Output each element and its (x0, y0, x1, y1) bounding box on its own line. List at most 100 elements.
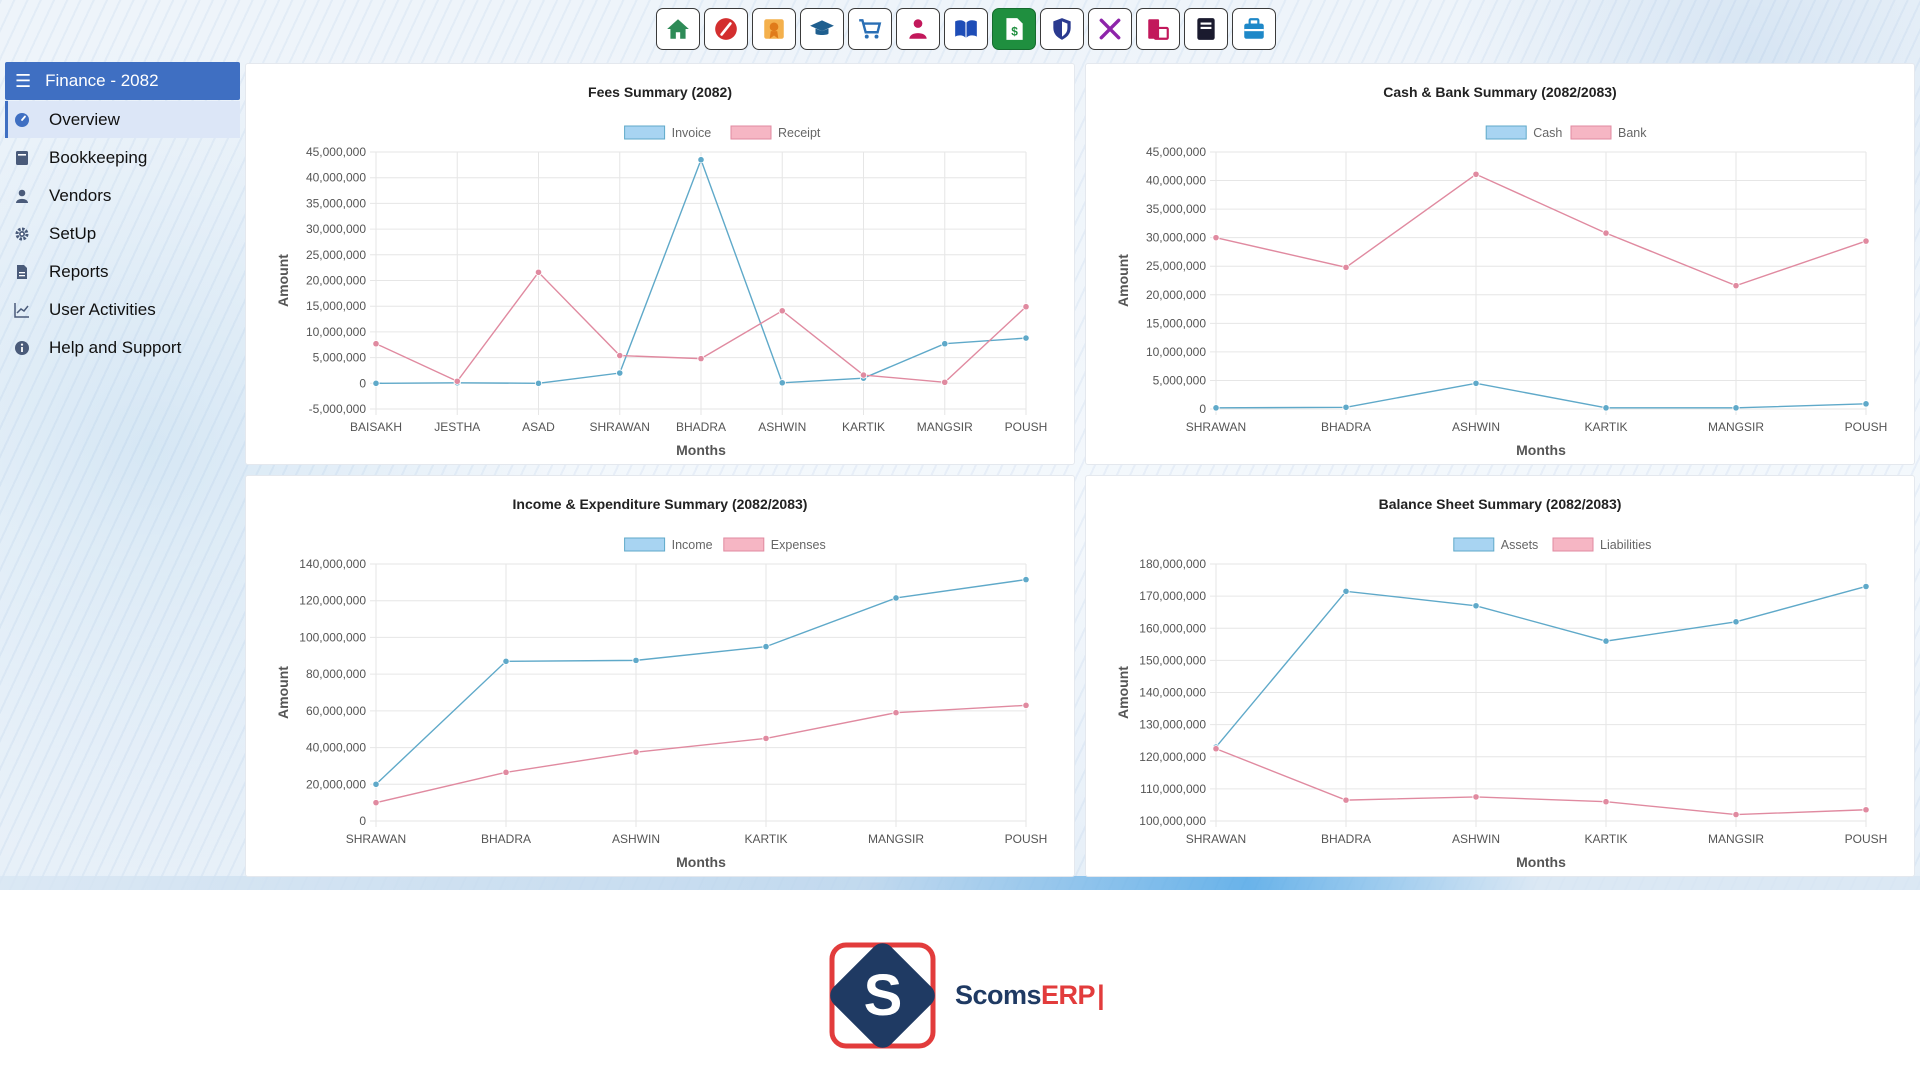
ruler-icon (715, 18, 737, 40)
sidebar-item-user-activities[interactable]: User Activities (5, 291, 240, 328)
chart-title: Income & Expenditure Summary (2082/2083) (512, 496, 808, 512)
y-tick-label: 0 (1199, 402, 1206, 416)
cash-bank-summary-chart: 0 5,000,000 10,000,000 15,000,000 20,000,000… (1115, 125, 1888, 458)
x-axis-title: Months (1516, 854, 1566, 870)
legend-swatch (730, 125, 772, 140)
data-point (534, 268, 543, 276)
data-point (1862, 400, 1870, 408)
y-tick-label: 15,000,000 (306, 299, 366, 313)
sidebar-item-label: Reports (49, 261, 109, 281)
security-button[interactable] (1040, 8, 1084, 50)
transfer-icon (1148, 19, 1169, 40)
legend-label: Income (672, 538, 713, 552)
x-tick-label: POUSH (1845, 832, 1888, 846)
sidebar-item-label: Overview (49, 109, 120, 129)
finance-button[interactable]: $ (992, 8, 1036, 50)
data-point (372, 799, 380, 807)
x-tick-label: MANGSIR (1708, 420, 1764, 434)
x-tick-label: KARTIK (744, 832, 787, 846)
data-point (1472, 379, 1480, 387)
y-tick-label: 80,000,000 (306, 667, 366, 681)
data-point (372, 340, 380, 348)
library-button[interactable] (944, 8, 988, 50)
x-tick-label: POUSH (1005, 832, 1048, 846)
x-tick-label: POUSH (1005, 420, 1048, 434)
y-tick-label: 10,000,000 (306, 325, 366, 339)
data-point (502, 768, 510, 776)
data-point (1862, 582, 1870, 591)
sidebar-item-label: Bookkeeping (49, 147, 148, 167)
legend-label: Cash (1533, 126, 1562, 140)
sidebar-item-label: Vendors (49, 185, 112, 205)
x-tick-label: JESTHA (434, 420, 480, 434)
inventory-button[interactable] (848, 8, 892, 50)
sidebar-item-overview[interactable]: Overview (5, 101, 240, 138)
chart-title: Balance Sheet Summary (2082/2083) (1378, 496, 1622, 512)
data-point (1022, 701, 1030, 709)
x-tick-label: SHRAWAN (346, 832, 406, 846)
y-tick-label: 10,000,000 (1146, 345, 1206, 359)
y-tick-label: 5,000,000 (313, 351, 367, 365)
x-axis-title: Months (676, 854, 726, 870)
legend-swatch (1485, 125, 1527, 140)
y-tick-label: 30,000,000 (1146, 231, 1206, 245)
y-tick-label: 160,000,000 (1139, 621, 1206, 635)
x-axis-title: Months (1516, 442, 1566, 458)
toolbox-button[interactable] (1232, 8, 1276, 50)
data-point (1212, 234, 1220, 242)
x-tick-label: MANGSIR (1708, 832, 1764, 846)
sidebar-item-help[interactable]: Help and Support (5, 329, 240, 366)
logo-text-scoms: Scoms (955, 979, 1042, 1010)
x-tick-label: BHADRA (1321, 420, 1371, 434)
y-tick-label: 20,000,000 (1146, 288, 1206, 302)
book-icon (955, 20, 977, 38)
y-tick-label: 150,000,000 (1139, 653, 1206, 667)
legend-label: Assets (1501, 538, 1539, 552)
y-tick-label: 40,000,000 (306, 171, 366, 185)
hr-button[interactable] (896, 8, 940, 50)
company-logo: S ScomsERP| (820, 930, 1105, 1060)
x-tick-label: POUSH (1845, 420, 1888, 434)
transfer-button[interactable] (1136, 8, 1180, 50)
data-point (1732, 618, 1740, 626)
data-point (697, 156, 705, 164)
sidebar-item-bookkeeping[interactable]: Bookkeeping (5, 139, 240, 176)
sidebar-item-vendors[interactable]: Vendors (5, 177, 240, 214)
series-line-cash (1215, 382, 1867, 409)
certificate-button[interactable] (752, 8, 796, 50)
hamburger-icon[interactable]: ☰ (15, 70, 32, 91)
module-toolbar: $ (656, 8, 1276, 50)
sidebar-header[interactable]: ☰ Finance - 2082 (5, 62, 240, 100)
balance-sheet-chart: 100,000,000 110,000,000 120,000,000 130,000… (1115, 537, 1888, 870)
ruler-button[interactable] (704, 8, 748, 50)
legend-swatch (723, 537, 765, 552)
sidebar-item-reports[interactable]: Reports (5, 253, 240, 290)
fees-summary-panel: Fees Summary (2082) -5,000,000 0 5,000,000… (245, 63, 1075, 465)
data-point (762, 734, 770, 742)
data-point (859, 371, 868, 379)
data-point (892, 594, 900, 602)
y-axis-title: Amount (275, 254, 291, 307)
data-point (453, 377, 461, 385)
y-tick-label: 45,000,000 (1146, 145, 1206, 159)
sidebar-item-setup[interactable]: SetUp (5, 215, 240, 252)
cart-icon (859, 19, 882, 39)
sidebar-item-label: SetUp (49, 223, 97, 243)
x-tick-label: SHRAWAN (1186, 832, 1246, 846)
home-button[interactable] (656, 8, 700, 50)
y-tick-label: 20,000,000 (306, 274, 366, 288)
notebook-button[interactable] (1184, 8, 1228, 50)
data-point (632, 656, 640, 664)
data-point (1342, 587, 1350, 595)
y-tick-label: 60,000,000 (306, 704, 366, 718)
data-point (1472, 602, 1480, 610)
tools-button[interactable] (1088, 8, 1132, 50)
academic-button[interactable] (800, 8, 844, 50)
y-axis-title: Amount (275, 666, 291, 719)
data-point (1342, 263, 1350, 271)
data-point (616, 351, 624, 360)
data-point (372, 379, 380, 387)
tools-icon (1099, 18, 1121, 40)
series-line-expenses (375, 704, 1027, 804)
info-icon (13, 339, 31, 357)
